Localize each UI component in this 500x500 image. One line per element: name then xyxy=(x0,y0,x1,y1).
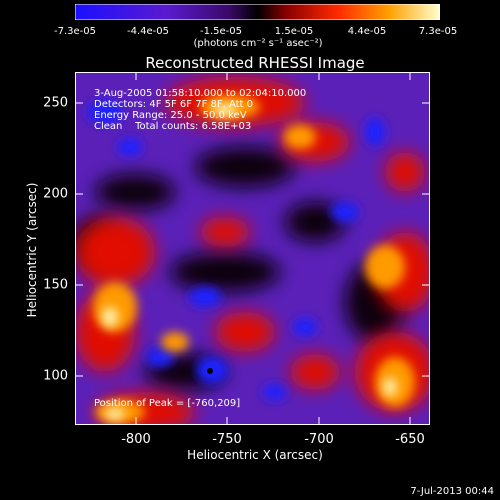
colorbar-tick: 7.3e-05 xyxy=(418,26,458,37)
peak-position: Position of Peak = [-760,209] xyxy=(94,398,241,409)
time-range: 3-Aug-2005 01:58:10.000 to 02:04:10.000 xyxy=(94,88,307,99)
x-tick-label: -650 xyxy=(395,432,425,447)
clean-counts: Clean Total counts: 6.58E+03 xyxy=(94,121,252,132)
x-tick-label: -750 xyxy=(212,432,242,447)
x-tick-label: -700 xyxy=(304,432,334,447)
y-tick-label: 150 xyxy=(43,277,68,293)
colorbar-tick: 1.5e-05 xyxy=(274,26,314,37)
x-tick-label: -800 xyxy=(121,432,151,447)
image-title: Reconstructed RHESSI Image xyxy=(145,54,365,72)
colorbar-tick: -7.3e-05 xyxy=(54,26,96,37)
colorbar-tick: -1.5e-05 xyxy=(200,26,242,37)
colorbar-units: (photons cm⁻² s⁻¹ asec⁻²) xyxy=(193,38,323,49)
colorbar xyxy=(75,4,440,20)
colorbar-tick: -4.4e-05 xyxy=(127,26,169,37)
x-axis-label: Heliocentric X (arcsec) xyxy=(187,448,323,462)
y-tick-label: 200 xyxy=(43,186,68,202)
rhessi-image xyxy=(75,72,430,425)
detectors-info: Detectors: 4F 5F 6F 7F 8F, Att 0 xyxy=(94,99,254,110)
y-tick-label: 100 xyxy=(43,368,68,384)
y-tick-label: 250 xyxy=(43,95,68,111)
y-axis-label: Heliocentric Y (arcsec) xyxy=(25,182,39,318)
energy-range: Energy Range: 25.0 - 50.0 keV xyxy=(94,110,247,121)
timestamp: 7-Jul-2013 00:44 xyxy=(410,486,494,497)
colorbar-tick: 4.4e-05 xyxy=(347,26,387,37)
